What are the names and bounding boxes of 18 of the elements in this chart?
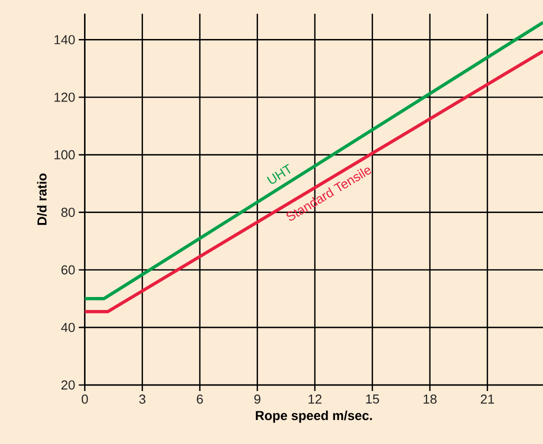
y-tick-label: 140 <box>54 35 75 44</box>
x-tick-label: 0 <box>82 394 88 404</box>
x-tick-label: 18 <box>424 394 437 404</box>
x-tick-label: 3 <box>139 394 146 404</box>
y-tick-label: 120 <box>54 92 75 102</box>
x-tick-label: 6 <box>196 394 203 404</box>
x-tick-label: 15 <box>366 394 380 404</box>
y-axis-title: D/d ratio <box>37 174 47 225</box>
y-tick-label: 60 <box>61 265 75 274</box>
y-tick-label: 100 <box>54 150 75 160</box>
x-axis-title: Rope speed m/sec. <box>256 410 372 423</box>
x-tick-label: 21 <box>480 394 494 404</box>
x-tick-label: 12 <box>308 394 322 404</box>
text: UHT <box>266 164 290 184</box>
y-tick-label: 20 <box>61 380 75 390</box>
x-tick-label: 9 <box>254 394 260 404</box>
y-tick-label: 80 <box>61 208 75 217</box>
y-tick-label: 40 <box>61 322 75 332</box>
